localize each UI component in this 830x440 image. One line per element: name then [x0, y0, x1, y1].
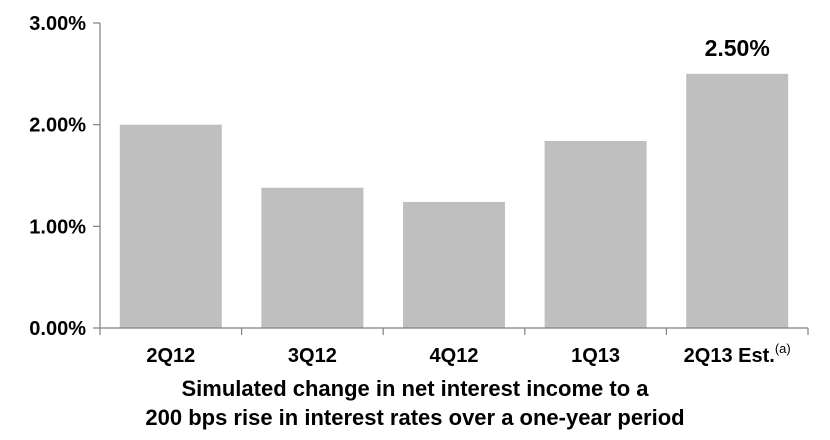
bar-1q13	[545, 141, 647, 328]
y-tick-label: 0.00%	[29, 318, 86, 340]
bar-chart: 0.00%1.00%2.00%3.00% 2Q12 3Q12 4Q12 1Q13 2Q1…	[0, 0, 830, 380]
bars-group	[120, 74, 788, 328]
x-axis-label-line-1: Simulated change in net interest income …	[0, 376, 830, 402]
x-tick-label: 2Q13 Est.(a)	[684, 341, 791, 367]
y-axis: 0.00% 1.00% 2.00% 3.00%	[29, 13, 100, 340]
bar-4q12	[403, 202, 505, 328]
x-axis-label-line-2: 200 bps rise in interest rates over a on…	[0, 405, 830, 431]
y-tick-label: 3.00%	[29, 13, 86, 35]
bar-3q12	[261, 188, 363, 328]
footnote-superscript: (a)	[775, 341, 791, 356]
x-tick-label: 3Q12	[288, 345, 337, 367]
y-tick-label: 1.00%	[29, 216, 86, 238]
data-label: 2.50%	[705, 35, 770, 61]
bar-2q12	[120, 125, 222, 328]
bar-2q13-est-	[686, 74, 788, 328]
x-tick-label: 4Q12	[430, 345, 479, 367]
x-tick-label: 2Q12	[146, 345, 195, 367]
x-axis: 2Q12 3Q12 4Q12 1Q13 2Q13 Est.(a)	[100, 328, 808, 367]
y-tick-label: 2.00%	[29, 115, 86, 137]
x-tick-label: 1Q13	[571, 345, 620, 367]
data-labels: 2.50%	[705, 35, 770, 61]
